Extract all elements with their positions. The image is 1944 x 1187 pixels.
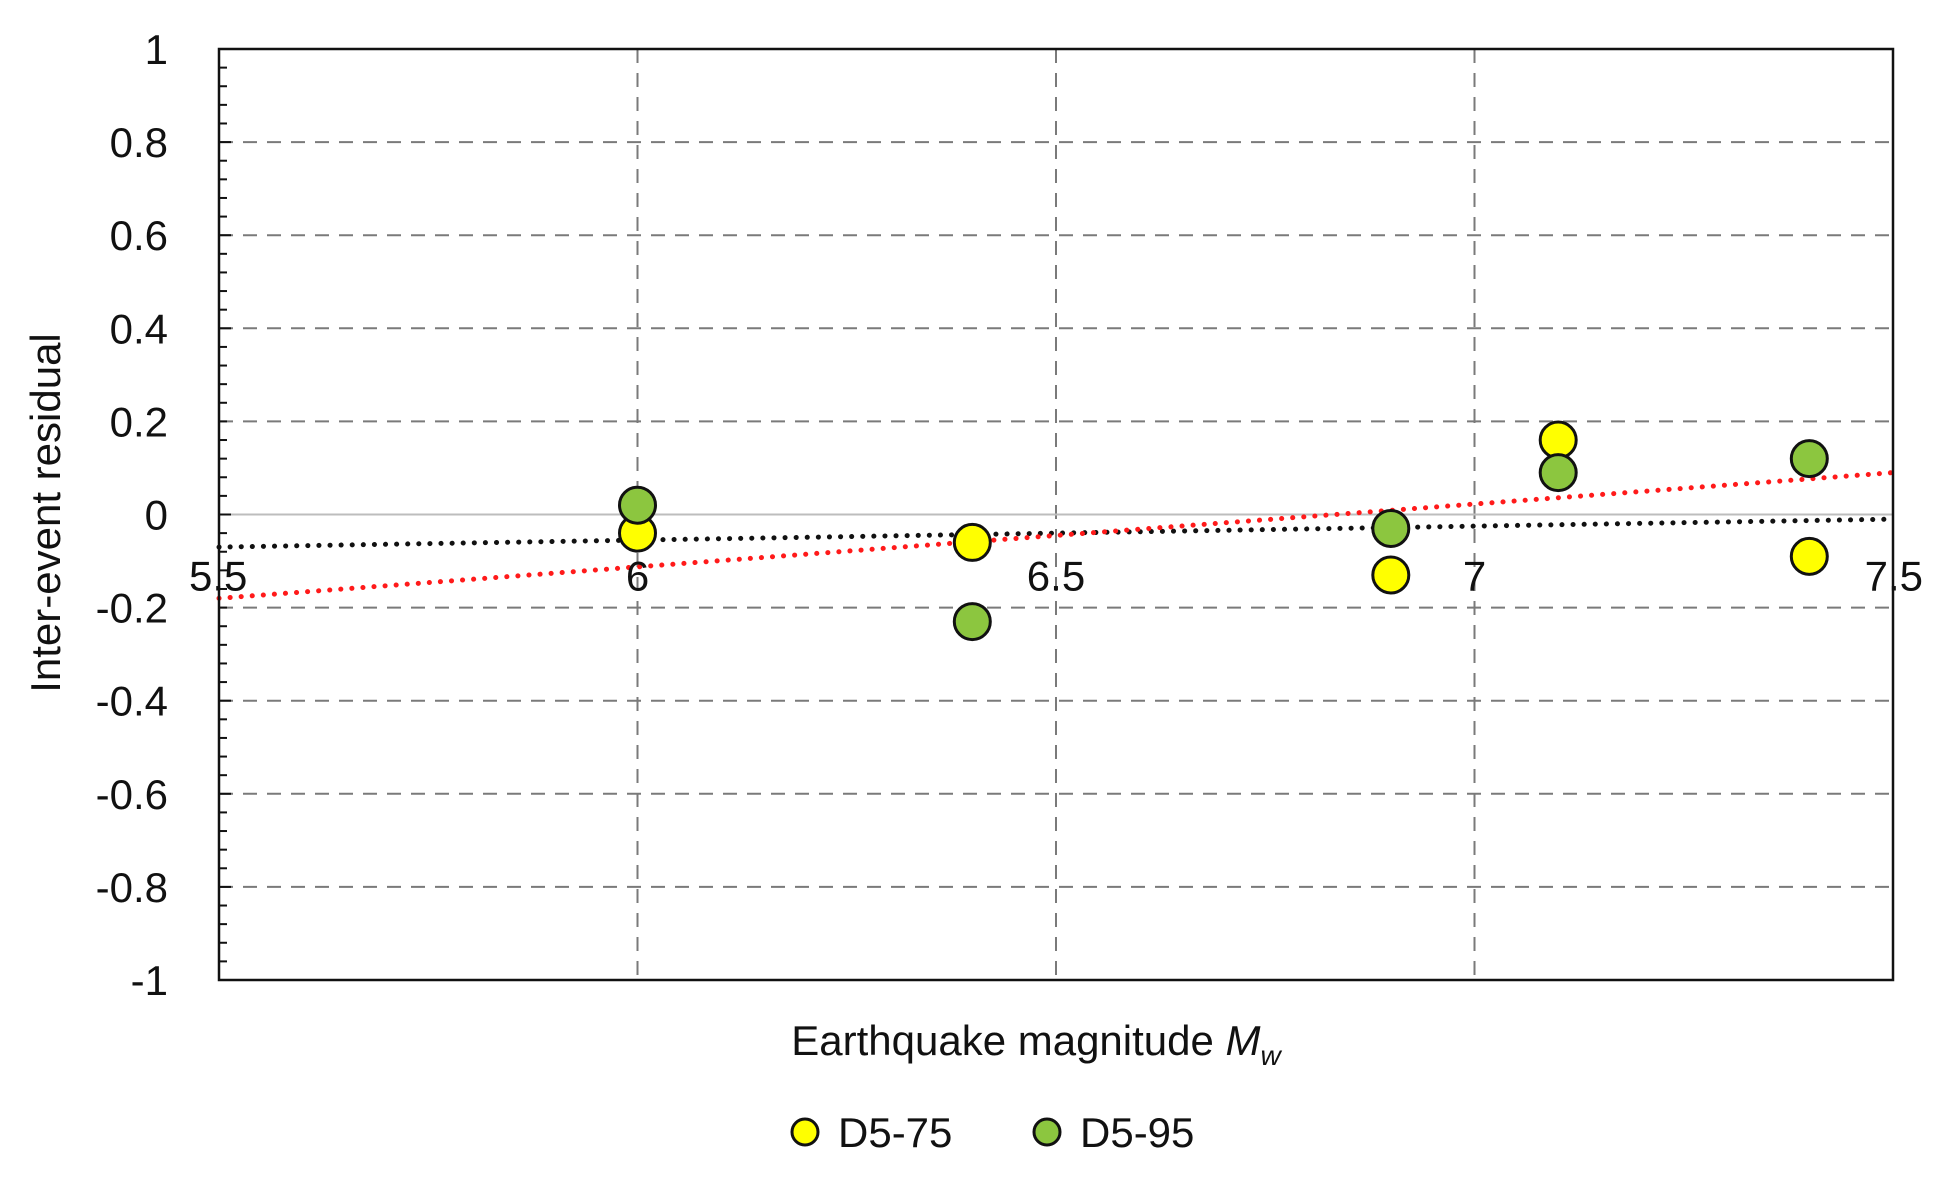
x-axis-label-text: Earthquake magnitude — [791, 1017, 1214, 1064]
y-tick-label-1: 0.8 — [110, 119, 168, 166]
x-tick-label-4: 7.5 — [1865, 553, 1923, 600]
point-d5-95-2 — [1371, 508, 1411, 548]
y-tick-label-5: 0 — [145, 492, 168, 539]
y-tick-label-2: 0.6 — [110, 212, 168, 259]
y-tick-label-0: 1 — [145, 26, 168, 73]
y-tick-label-10: -1 — [131, 957, 168, 1004]
y-tick-label-9: -0.8 — [96, 864, 168, 911]
plot-frame — [217, 47, 1895, 982]
point-d5-75-3 — [1538, 420, 1578, 460]
y-tick-label-6: -0.2 — [96, 585, 168, 632]
data-points — [618, 420, 1829, 642]
legend-item-d5-75: D5-75 — [790, 1109, 952, 1156]
y-tick-label-8: -0.6 — [96, 771, 168, 818]
trendlines — [216, 470, 1896, 601]
legend-label-d5-75: D5-75 — [838, 1109, 952, 1156]
x-axis-label-symbol: M — [1226, 1017, 1261, 1064]
legend-marker-d5-75 — [790, 1117, 820, 1147]
y-axis-label: Inter-event residual — [22, 333, 69, 693]
point-d5-95-0 — [618, 485, 657, 525]
legend-item-d5-95: D5-95 — [1032, 1109, 1194, 1156]
x-axis-label-subscript: w — [1261, 1040, 1283, 1071]
point-d5-75-4 — [1789, 536, 1829, 576]
point-d5-95-1 — [952, 602, 992, 642]
x-tick-label-3: 7 — [1463, 553, 1486, 600]
legend-marker-d5-95 — [1032, 1117, 1062, 1147]
legend: D5-75 D5-95 — [790, 1109, 1194, 1156]
point-d5-75-2 — [1371, 555, 1411, 595]
trendline-0 — [216, 516, 1896, 550]
legend-label-d5-95: D5-95 — [1080, 1109, 1194, 1156]
x-tick-label-1: 6 — [626, 553, 649, 600]
y-tick-label-7: -0.4 — [96, 678, 168, 725]
tick-labels: 1 0.8 0.6 0.4 0.2 0 -0.2 -0.4 -0.6 -0.8 -1 5.5 6 6.5 7… — [96, 26, 1923, 1004]
y-tick-label-4: 0.2 — [110, 398, 168, 445]
y-tick-label-3: 0.4 — [110, 305, 168, 352]
x-tick-label-0: 5.5 — [189, 553, 247, 600]
trendline-1 — [216, 470, 1896, 601]
x-axis-label: Earthquake magnitude Mw — [791, 1017, 1282, 1071]
x-tick-label-2: 6.5 — [1027, 553, 1085, 600]
point-d5-95-4 — [1789, 439, 1829, 479]
point-d5-75-1 — [952, 522, 992, 562]
point-d5-95-3 — [1538, 453, 1578, 493]
